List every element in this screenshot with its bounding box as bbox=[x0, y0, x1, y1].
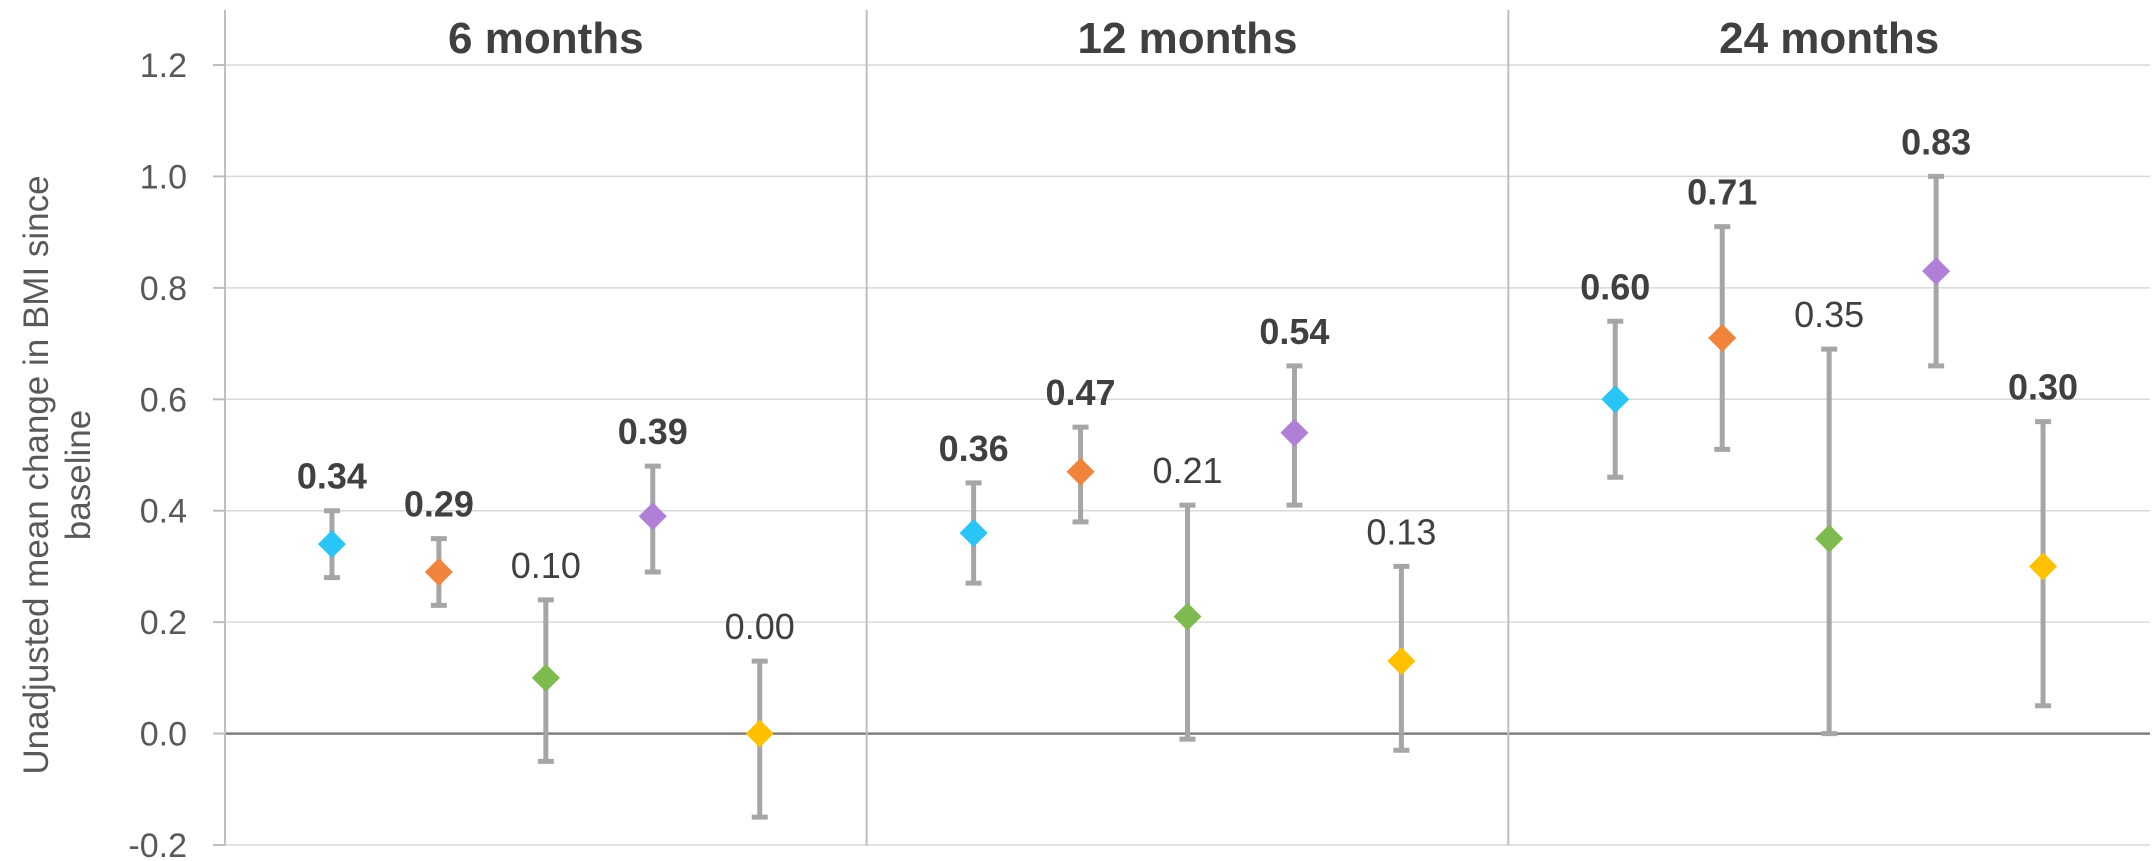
data-label: 0.83 bbox=[1901, 121, 1971, 162]
data-label: 0.30 bbox=[2008, 367, 2078, 408]
data-label: 0.39 bbox=[618, 411, 688, 452]
data-point-marker bbox=[1815, 524, 1844, 553]
panel-title: 12 months bbox=[1077, 14, 1297, 63]
y-tick-label: 0.8 bbox=[140, 270, 187, 308]
data-point-marker bbox=[2029, 552, 2058, 581]
y-tick-label: 1.0 bbox=[140, 158, 187, 196]
data-label: 0.13 bbox=[1366, 511, 1436, 552]
data-point-marker bbox=[317, 530, 346, 559]
data-label: 0.60 bbox=[1580, 266, 1650, 307]
data-point-marker bbox=[638, 502, 667, 531]
data-label: 0.10 bbox=[511, 545, 581, 586]
panel-title: 24 months bbox=[1719, 14, 1939, 63]
data-point-marker bbox=[424, 558, 453, 586]
data-label: 0.36 bbox=[939, 428, 1009, 469]
data-point-marker bbox=[1601, 385, 1630, 414]
data-point-marker bbox=[745, 719, 774, 748]
y-tick-label: 1.2 bbox=[140, 47, 187, 85]
y-axis: -0.2 0.0 0.2 0.4 0.6 0.8 1.0 1.2 bbox=[128, 10, 226, 861]
error-bars bbox=[323, 173, 2052, 820]
data-point-marker bbox=[1173, 602, 1202, 631]
data-label: 0.54 bbox=[1259, 311, 1329, 352]
data-label: 0.00 bbox=[725, 606, 795, 647]
data-label: 0.34 bbox=[297, 456, 367, 497]
y-tick-label: -0.2 bbox=[128, 827, 187, 861]
data-point-marker bbox=[531, 663, 560, 692]
data-labels: 0.34 0.29 0.10 0.39 0.00 0.36 0.47 0.21 0.54 0.13… bbox=[297, 121, 2078, 647]
data-point-marker bbox=[1922, 257, 1951, 286]
y-axis-label: Unadjusted mean change in BMI sincebasel… bbox=[17, 175, 98, 774]
data-point-marker bbox=[1387, 647, 1416, 676]
panel-dividers bbox=[865, 10, 1510, 845]
data-points bbox=[317, 257, 2058, 748]
y-tick-label: 0.4 bbox=[140, 493, 187, 531]
panel-titles: 6 months 12 months 24 months bbox=[448, 14, 1939, 63]
data-point-marker bbox=[1066, 457, 1095, 486]
data-point-marker bbox=[1280, 418, 1309, 447]
panel-title: 6 months bbox=[448, 14, 644, 63]
data-label: 0.47 bbox=[1046, 372, 1116, 413]
data-label: 0.35 bbox=[1794, 294, 1864, 335]
data-point-marker bbox=[959, 519, 988, 547]
data-label: 0.21 bbox=[1152, 450, 1222, 491]
data-label: 0.29 bbox=[404, 484, 474, 525]
data-label: 0.71 bbox=[1687, 172, 1757, 213]
data-point-marker bbox=[1708, 324, 1737, 352]
y-tick-label: 0.2 bbox=[140, 604, 187, 642]
y-tick-label: 0.0 bbox=[140, 716, 187, 754]
y-tick-label: 0.6 bbox=[140, 381, 187, 419]
